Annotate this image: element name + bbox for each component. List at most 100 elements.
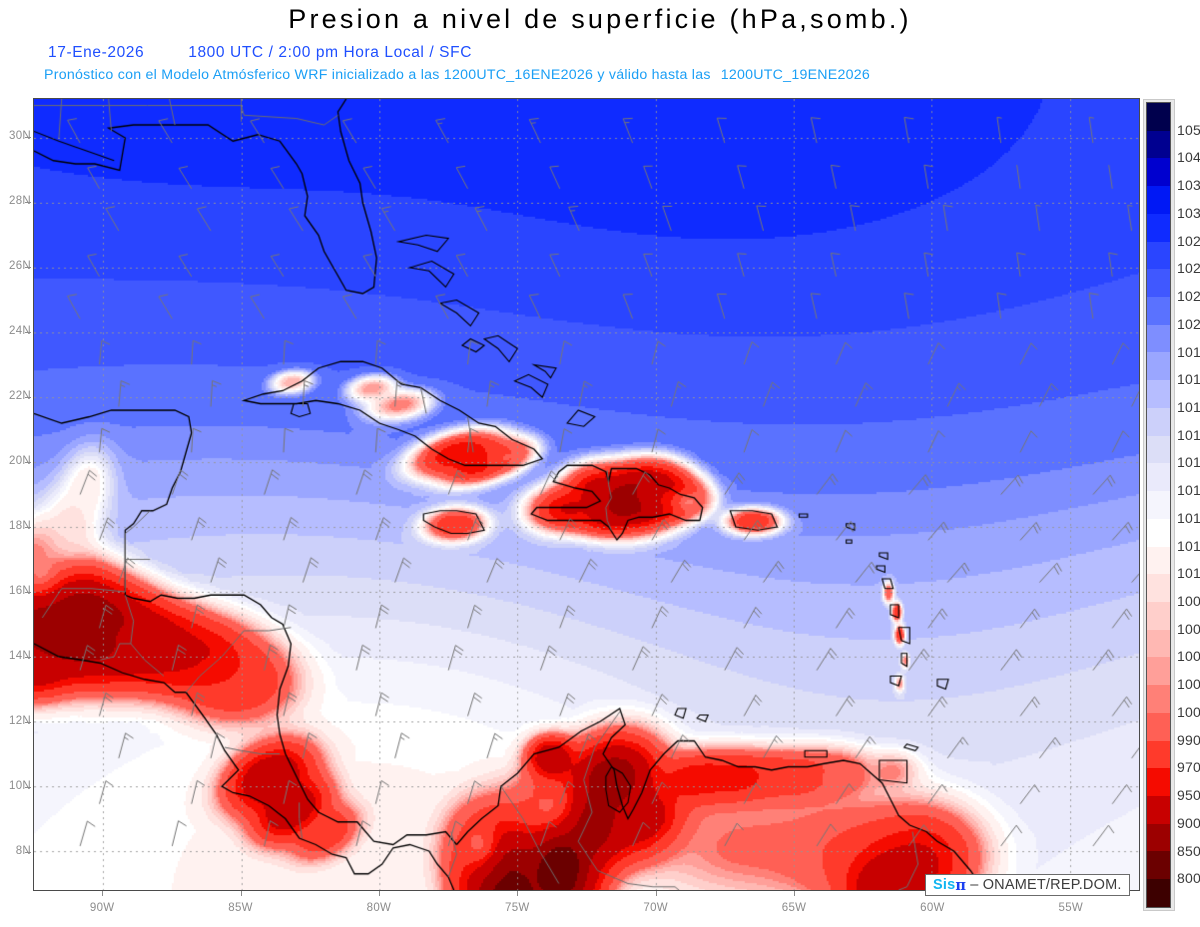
colorbar-band <box>1147 269 1170 298</box>
colorbar-band <box>1147 435 1170 464</box>
colorbar-label-970: 970 <box>1177 759 1200 776</box>
latitude-tick-20N: 20N <box>9 455 31 467</box>
longitude-tick-65W: 65W <box>781 902 807 914</box>
longitude-tick-mark <box>378 891 380 896</box>
longitude-tick-75W: 75W <box>505 902 530 914</box>
latitude-tick-mark <box>25 267 31 268</box>
colorbar-label-1025: 1025 <box>1177 260 1200 277</box>
longitude-tick-mark <box>102 891 104 896</box>
colorbar-band <box>1147 768 1170 796</box>
colorbar-band <box>1147 103 1170 131</box>
colorbar-label-1030: 1030 <box>1177 204 1200 221</box>
latitude-tick-22N: 22N <box>9 390 31 402</box>
colorbar-label-1012: 1012 <box>1177 537 1200 554</box>
sis-logo-text: Sis <box>933 877 956 893</box>
colorbar-band <box>1147 463 1170 492</box>
latitude-tick-14N: 14N <box>9 650 31 662</box>
colorbar-band <box>1147 352 1170 381</box>
colorbar-band <box>1147 879 1170 907</box>
pressure-heatmap-canvas <box>34 99 1139 890</box>
longitude-tick-70W: 70W <box>643 902 668 914</box>
colorbar-band <box>1147 158 1170 187</box>
latitude-tick-30N: 30N <box>9 130 31 142</box>
pi-logo-icon: π <box>955 876 967 894</box>
colorbar-label-1014: 1014 <box>1177 482 1200 499</box>
colorbar-label-1018: 1018 <box>1177 371 1200 388</box>
colorbar-label-1050: 1050 <box>1177 121 1200 138</box>
colorbar-band <box>1147 851 1170 880</box>
colorbar-label-990: 990 <box>1177 731 1200 748</box>
colorbar-label-800: 800 <box>1177 870 1200 887</box>
colorbar-band <box>1147 712 1170 741</box>
colorbar-label-1008: 1008 <box>1177 593 1200 610</box>
latitude-tick-mark <box>25 202 31 203</box>
forecast-time: 1800 UTC / 2:00 pm Hora Local / SFC <box>188 44 472 61</box>
colorbar-label-1004: 1004 <box>1177 648 1200 665</box>
colorbar-band <box>1147 241 1170 270</box>
colorbar-label-1015: 1015 <box>1177 454 1200 471</box>
latitude-tick-mark <box>25 137 31 138</box>
latitude-tick-16N: 16N <box>9 585 31 597</box>
colorbar-band <box>1147 491 1170 519</box>
colorbar-label-1010: 1010 <box>1177 565 1200 582</box>
colorbar-band <box>1147 574 1170 602</box>
colorbar-band <box>1147 297 1170 325</box>
latitude-tick-mark <box>25 592 31 593</box>
latitude-tick-26N: 26N <box>9 260 31 272</box>
model-valid-text: 1200UTC_19ENE2026 <box>720 67 871 83</box>
longitude-tick-55W: 55W <box>1058 902 1084 914</box>
longitude-tick-mark <box>517 891 519 896</box>
colorbar-label-1022: 1022 <box>1177 288 1200 305</box>
forecast-datetime-line: 17-Ene-2026 1800 UTC / 2:00 pm Hora Local… <box>48 44 472 62</box>
colorbar-band <box>1147 740 1170 769</box>
colorbar-band <box>1147 546 1170 575</box>
latitude-tick-mark <box>25 852 31 853</box>
latitude-tick-mark <box>25 462 31 463</box>
model-init-line: Pronóstico con el Modelo Atmósferico WRF… <box>44 67 870 83</box>
colorbar-label-850: 850 <box>1177 842 1200 859</box>
longitude-tick-60W: 60W <box>920 902 945 914</box>
colorbar-label-1013: 1013 <box>1177 509 1200 526</box>
colorbar-band <box>1147 629 1170 658</box>
colorbar-band <box>1147 213 1170 242</box>
colorbar-band <box>1147 685 1170 713</box>
map-plot-area[interactable] <box>33 98 1140 891</box>
latitude-tick-12N: 12N <box>9 715 31 727</box>
colorbar-band <box>1147 380 1170 408</box>
colorbar-label-1002: 1002 <box>1177 676 1200 693</box>
latitude-tick-mark <box>25 332 31 333</box>
colorbar-band <box>1147 407 1170 436</box>
forecast-date: 17-Ene-2026 <box>48 44 145 61</box>
colorbar-label-1000: 1000 <box>1177 703 1200 720</box>
colorbar-band <box>1147 657 1170 686</box>
colorbar-label-1020: 1020 <box>1177 315 1200 332</box>
latitude-tick-10N: 10N <box>9 780 31 792</box>
longitude-tick-90W: 90W <box>89 902 115 914</box>
pressure-colorbar[interactable] <box>1146 102 1171 908</box>
colorbar-band <box>1147 324 1170 353</box>
latitude-tick-mark <box>25 722 31 723</box>
latitude-tick-mark <box>25 527 31 528</box>
colorbar-band <box>1147 130 1170 159</box>
colorbar-band <box>1147 518 1170 547</box>
latitude-tick-mark <box>25 787 31 788</box>
colorbar-band <box>1147 823 1170 852</box>
latitude-tick-24N: 24N <box>9 325 31 337</box>
longitude-tick-mark <box>240 891 242 896</box>
colorbar-label-1040: 1040 <box>1177 149 1200 166</box>
colorbar-label-1019: 1019 <box>1177 343 1200 360</box>
colorbar-band <box>1147 601 1170 630</box>
latitude-tick-mark <box>25 657 31 658</box>
colorbar-label-1017: 1017 <box>1177 398 1200 415</box>
credit-badge: Sis π – ONAMET/REP.DOM. <box>925 874 1130 896</box>
colorbar-label-950: 950 <box>1177 787 1200 804</box>
agency-label: – ONAMET/REP.DOM. <box>970 877 1122 893</box>
longitude-tick-mark <box>655 891 657 896</box>
latitude-tick-18N: 18N <box>9 520 31 532</box>
latitude-tick-28N: 28N <box>9 195 31 207</box>
longitude-tick-80W: 80W <box>366 902 392 914</box>
colorbar-label-1035: 1035 <box>1177 177 1200 194</box>
page-title: Presion a nivel de superficie (hPa,somb.… <box>288 4 912 34</box>
model-init-text: Pronóstico con el Modelo Atmósferico WRF… <box>44 67 711 83</box>
colorbar-band <box>1147 795 1170 824</box>
